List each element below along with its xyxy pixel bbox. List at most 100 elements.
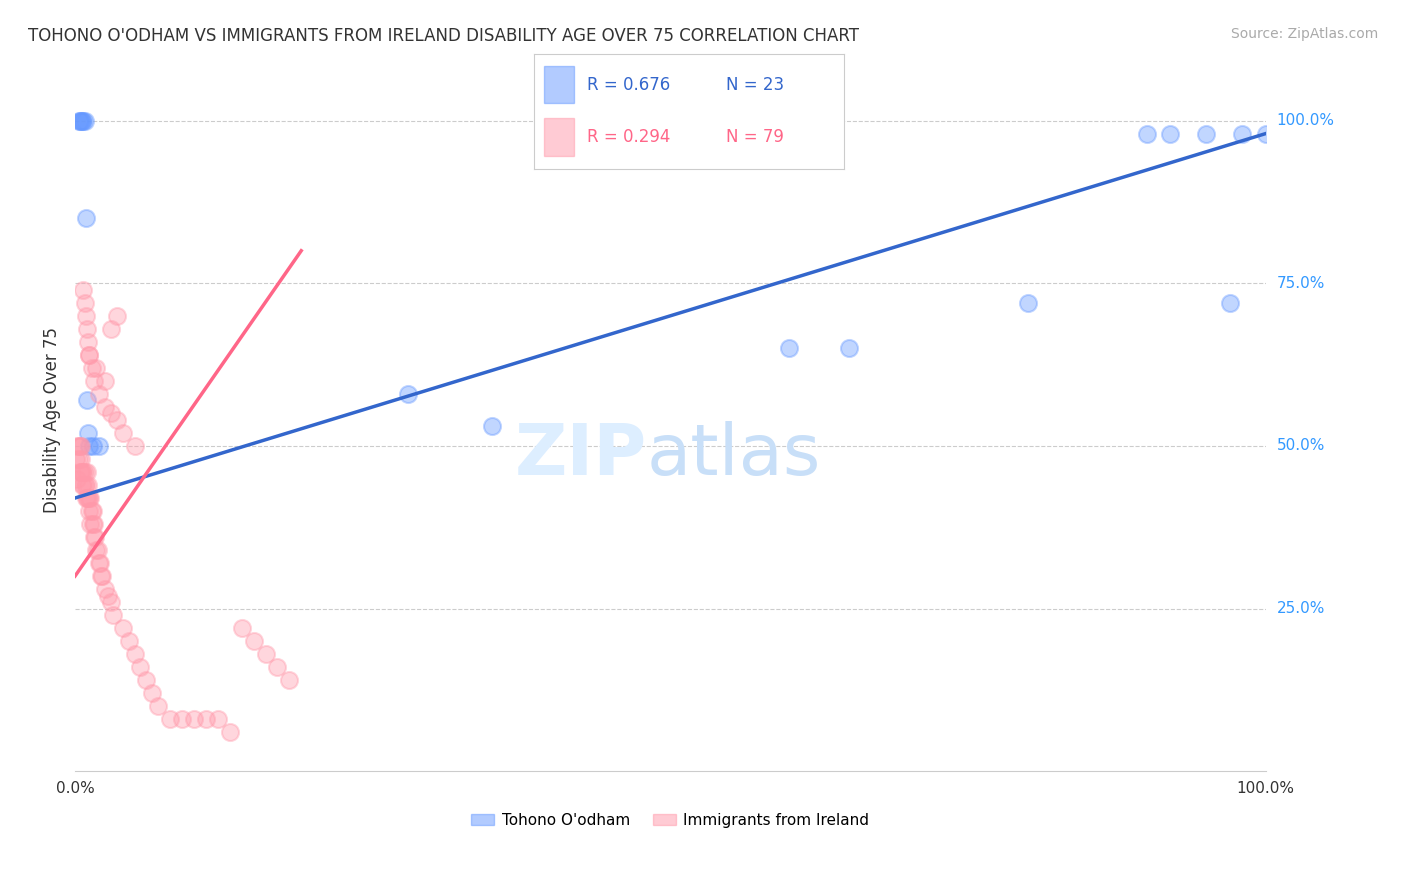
Point (1159, 127, 1181, 141)
Point (65, 452, 87, 467)
Point (79, 348, 101, 362)
Point (77, 491, 100, 505)
Point (94, 400, 117, 414)
Point (97, 589, 120, 603)
Point (278, 673, 301, 688)
Point (69, 113, 91, 128)
Point (1195, 127, 1218, 141)
Point (66, 439, 89, 453)
Point (76, 465, 98, 479)
Point (80, 504, 103, 518)
Point (396, 387, 419, 401)
Point (231, 621, 253, 635)
Point (70, 452, 93, 467)
Point (266, 660, 288, 674)
Text: N = 23: N = 23 (725, 76, 785, 94)
Point (75, 491, 97, 505)
Point (778, 342, 800, 356)
Text: R = 0.676: R = 0.676 (586, 76, 671, 94)
Point (75, 478, 97, 492)
Point (76, 393, 98, 408)
Text: 75.0%: 75.0% (1277, 276, 1324, 291)
Point (82, 504, 104, 518)
Point (70, 465, 93, 479)
Point (83, 530, 105, 544)
Point (79, 517, 101, 532)
Point (90, 569, 112, 583)
Point (242, 634, 264, 648)
Point (70, 439, 93, 453)
Text: 25.0%: 25.0% (1277, 601, 1324, 616)
Point (87, 439, 110, 453)
Point (94, 374, 117, 388)
Point (218, 725, 240, 739)
Point (72, 113, 94, 128)
Text: atlas: atlas (647, 421, 821, 490)
Point (838, 342, 860, 356)
Point (72, 283, 94, 297)
Point (254, 647, 277, 661)
Point (79, 491, 101, 505)
Y-axis label: Disability Age Over 75: Disability Age Over 75 (44, 327, 60, 513)
Point (73, 478, 96, 492)
Point (1230, 127, 1253, 141)
Point (75, 211, 97, 226)
Point (79, 504, 101, 518)
Point (100, 322, 122, 336)
Text: TOHONO O'ODHAM VS IMMIGRANTS FROM IRELAND DISABILITY AGE OVER 75 CORRELATION CHA: TOHONO O'ODHAM VS IMMIGRANTS FROM IRELAN… (28, 27, 859, 45)
Point (183, 712, 205, 726)
Bar (544, 119, 575, 155)
Point (124, 439, 146, 453)
Point (135, 673, 157, 688)
Point (105, 413, 128, 427)
Point (70, 113, 93, 128)
Point (70, 478, 93, 492)
Point (82, 439, 104, 453)
Point (79, 348, 101, 362)
Point (86, 543, 108, 558)
Point (79, 491, 101, 505)
Point (481, 419, 503, 434)
Point (73, 295, 96, 310)
Point (86, 543, 108, 558)
Point (111, 425, 134, 440)
Point (77, 334, 100, 349)
Point (73, 113, 96, 128)
Point (101, 608, 124, 623)
Point (77, 425, 100, 440)
Point (84, 530, 107, 544)
Point (76, 322, 98, 336)
Point (69, 465, 91, 479)
Point (70, 113, 93, 128)
Text: R = 0.294: R = 0.294 (586, 128, 671, 146)
Point (76, 491, 98, 505)
Point (100, 595, 122, 609)
Point (83, 374, 105, 388)
Text: 100.0%: 100.0% (1277, 113, 1334, 128)
Point (141, 686, 163, 700)
Point (195, 712, 218, 726)
Point (80, 360, 103, 375)
Point (73, 465, 96, 479)
Point (1254, 127, 1277, 141)
Point (75, 309, 97, 323)
Text: 50.0%: 50.0% (1277, 439, 1324, 453)
Point (86, 360, 108, 375)
Point (67, 452, 90, 467)
Point (172, 712, 194, 726)
Point (1135, 127, 1157, 141)
Point (117, 634, 139, 648)
Point (111, 621, 134, 635)
Text: Source: ZipAtlas.com: Source: ZipAtlas.com (1230, 27, 1378, 41)
Point (94, 582, 117, 596)
Point (1219, 295, 1241, 310)
Point (89, 556, 111, 570)
Point (159, 712, 181, 726)
Point (129, 660, 152, 674)
Point (67, 439, 90, 453)
Point (82, 517, 104, 532)
Point (83, 517, 105, 532)
Point (105, 309, 128, 323)
Point (72, 465, 94, 479)
Point (91, 569, 114, 583)
